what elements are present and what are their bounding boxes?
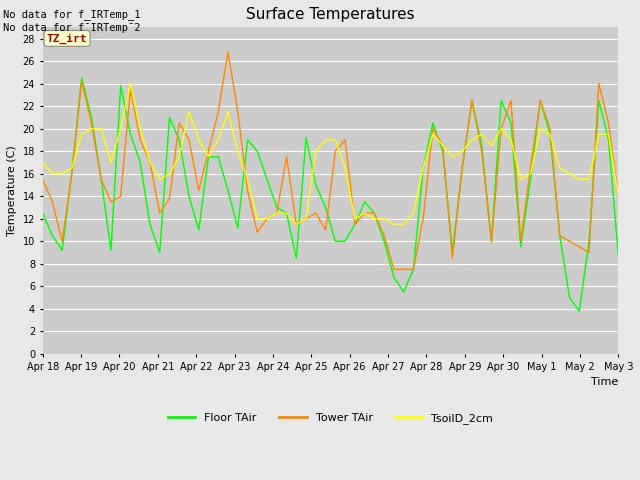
Y-axis label: Temperature (C): Temperature (C): [7, 145, 17, 236]
Title: Surface Temperatures: Surface Temperatures: [246, 7, 415, 22]
Text: No data for f_IRTemp_1: No data for f_IRTemp_1: [3, 9, 141, 20]
Legend: Floor TAir, Tower TAir, TsoilD_2cm: Floor TAir, Tower TAir, TsoilD_2cm: [163, 408, 498, 428]
Text: No data for f¯IRTemp¯2: No data for f¯IRTemp¯2: [3, 23, 141, 33]
X-axis label: Time: Time: [591, 377, 618, 387]
Text: TZ_irt: TZ_irt: [47, 33, 87, 44]
